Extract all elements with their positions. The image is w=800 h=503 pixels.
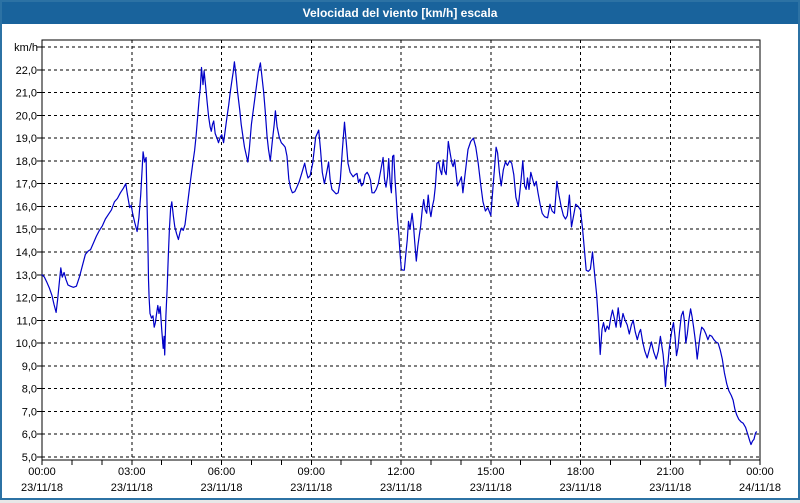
axis-ticks [37, 46, 761, 465]
y-tick-label: 8,0 [22, 384, 37, 396]
y-tick-label: 15,0 [16, 224, 37, 236]
y-tick-label: 16,0 [16, 201, 37, 213]
x-tick-date-label: 23/11/18 [649, 482, 691, 494]
y-tick-label: 22,0 [16, 65, 37, 77]
y-tick-label: 14,0 [16, 247, 37, 259]
y-axis-labels: km/h 22,0 21,0 20,0 19,0 18,0 17,0 16,0 15,0 14,0… [14, 42, 38, 464]
x-tick-date-label: 23/11/18 [559, 482, 601, 494]
x-tick-time-label: 21:00 [656, 466, 684, 478]
y-tick-label: 18,0 [16, 156, 37, 168]
x-tick-time-label: 00:00 [746, 466, 774, 478]
x-tick-time-label: 15:00 [477, 466, 505, 478]
y-tick-label: 7,0 [22, 406, 37, 418]
y-tick-label: 13,0 [16, 270, 37, 282]
x-tick-time-label: 18:00 [567, 466, 595, 478]
y-tick-label: 11,0 [16, 315, 37, 327]
x-axis-labels: 00:00 23/11/18 03:00 23/11/18 06:00 23/11/18 0… [21, 466, 781, 494]
window-title: Velocidad del viento [km/h] escala [302, 6, 498, 20]
y-tick-label: 19,0 [16, 133, 37, 145]
x-tick-date-label: 24/11/18 [739, 482, 781, 494]
x-tick-date-label: 23/11/18 [21, 482, 63, 494]
x-tick-date-label: 23/11/18 [290, 482, 332, 494]
titlebar: Velocidad del viento [km/h] escala [2, 2, 798, 24]
vertical-gridlines [131, 40, 671, 460]
chart-area: km/h 22,0 21,0 20,0 19,0 18,0 17,0 16,0 15,0 14,0… [2, 24, 798, 498]
y-tick-label: 12,0 [16, 293, 37, 305]
y-tick-label: 17,0 [16, 179, 37, 191]
wind-speed-line [41, 61, 758, 446]
x-tick-time-label: 00:00 [28, 466, 56, 478]
y-tick-label: 5,0 [22, 452, 37, 464]
y-tick-label: 9,0 [22, 361, 37, 373]
y-tick-label: 21,0 [16, 88, 37, 100]
y-tick-label: 6,0 [22, 429, 37, 441]
x-tick-time-label: 03:00 [118, 466, 146, 478]
y-axis-unit-label: km/h [14, 42, 38, 54]
y-tick-label: 20,0 [16, 110, 37, 122]
x-tick-date-label: 23/11/18 [380, 482, 422, 494]
x-tick-date-label: 23/11/18 [200, 482, 242, 494]
x-tick-time-label: 12:00 [387, 466, 415, 478]
wind-speed-chart: km/h 22,0 21,0 20,0 19,0 18,0 17,0 16,0 15,0 14,0… [2, 24, 798, 498]
y-tick-label: 10,0 [16, 338, 37, 350]
x-tick-date-label: 23/11/18 [470, 482, 512, 494]
x-tick-time-label: 09:00 [297, 466, 325, 478]
x-tick-time-label: 06:00 [208, 466, 236, 478]
x-tick-date-label: 23/11/18 [111, 482, 153, 494]
chart-background [2, 24, 798, 498]
